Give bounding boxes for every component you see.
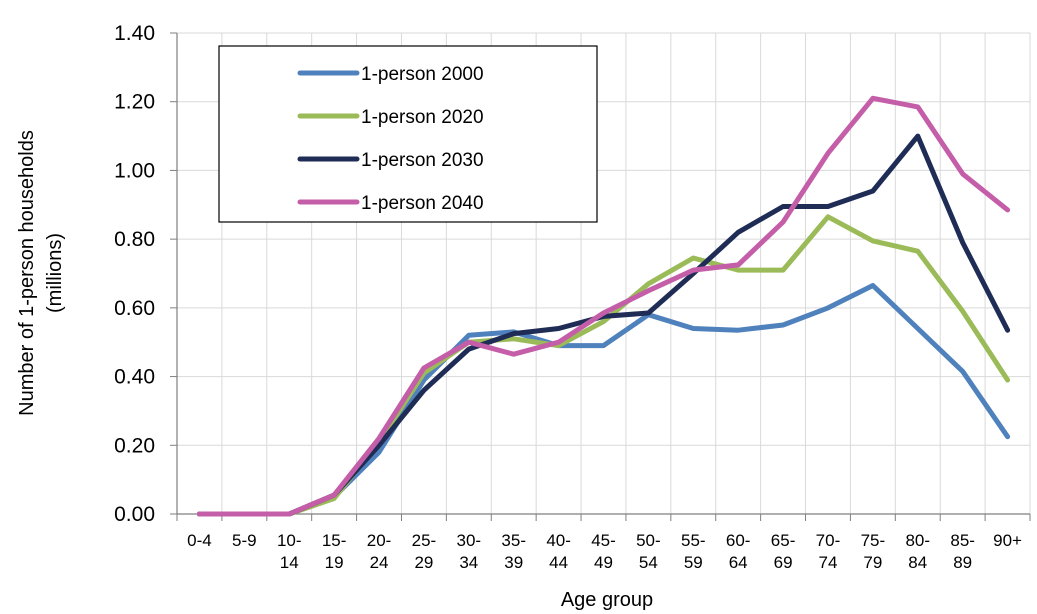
x-tick-label: 20- [367,531,392,550]
legend-label: 1-person 2040 [361,193,484,214]
x-tick-label: 15- [322,531,347,550]
y-tick-label: 1.00 [114,159,155,182]
y-tick-label: 0.40 [114,366,155,389]
x-tick-label: 75- [861,531,886,550]
x-tick-label: 74 [819,553,838,572]
x-tick-label: 29 [414,553,433,572]
axes [170,32,1031,521]
x-tick-label: 80- [905,531,930,550]
series-line-1-person-2040 [196,95,1011,517]
x-tick-label: 84 [908,553,927,572]
x-tick-label: 44 [549,553,568,572]
x-tick-label: 55- [681,531,706,550]
y-tick-label: 1.40 [114,22,155,45]
x-tick-label: 54 [639,553,658,572]
legend: 1-person 2000 1-person 2020 1-person 2030 1… [218,45,598,223]
x-tick-label: 34 [459,553,478,572]
legend-box [218,45,598,223]
y-tick-labels: 0.00 0.20 0.40 0.60 0.80 1.00 1.20 1.40 [114,22,155,526]
x-tick-label: 14 [280,553,299,572]
x-axis-title: Age group [561,589,653,611]
x-tick-label: 64 [729,553,748,572]
y-tick-label: 0.80 [114,228,155,251]
x-tick-label: 45- [591,531,616,550]
series-lines [196,95,1011,517]
legend-label: 1-person 2000 [361,64,484,85]
x-tick-label: 60- [726,531,751,550]
x-tick-label: 0-4 [187,531,212,550]
x-tick-label: 79 [863,553,882,572]
y-tick-label: 1.20 [114,91,155,114]
y-axis-title-line-1: Number of 1-person households [16,130,38,416]
legend-label: 1-person 2020 [361,107,484,128]
y-tick-label: 0.60 [114,297,155,320]
x-tick-label: 24 [370,553,389,572]
x-tick-label: 69 [774,553,793,572]
x-tick-label: 40- [546,531,571,550]
x-tick-label: 65- [771,531,796,550]
x-tick-label: 89 [953,553,972,572]
x-tick-label: 85- [950,531,975,550]
series-line-1-person-2020 [196,214,1011,517]
x-tick-label: 10- [277,531,302,550]
x-tick-label: 49 [594,553,613,572]
x-tick-label: 90+ [993,531,1022,550]
y-tick-label: 0.20 [114,434,155,457]
x-tick-label: 19 [325,553,344,572]
y-tick-label: 0.00 [114,503,155,526]
x-tick-labels: 0-4 5-9 10- 14 15- 19 20- 24 25- 29 30- 34 35- 39 40- 4… [187,531,1022,572]
x-tick-label: 25- [412,531,437,550]
x-tick-label: 5-9 [232,531,257,550]
x-tick-label: 50- [636,531,661,550]
x-tick-label: 39 [504,553,523,572]
y-axis-title-line-2: (millions) [44,233,66,313]
x-tick-label: 59 [684,553,703,572]
x-tick-label: 70- [816,531,841,550]
x-tick-label: 30- [457,531,482,550]
legend-label: 1-person 2030 [361,150,484,171]
x-tick-label: 35- [501,531,526,550]
